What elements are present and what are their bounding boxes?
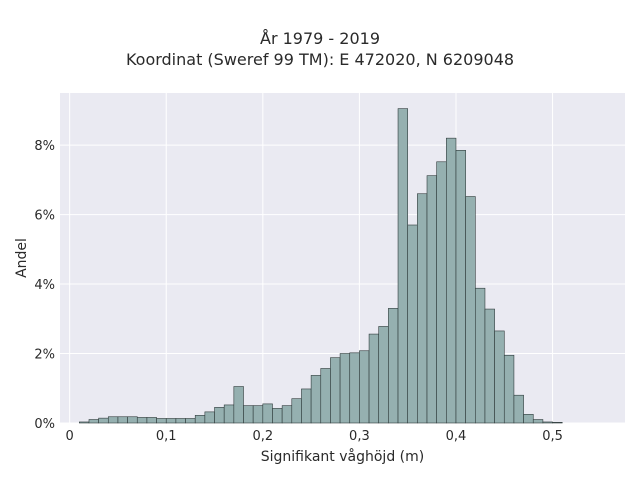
histogram-bar <box>359 350 370 424</box>
histogram-bar <box>175 418 186 424</box>
histogram-bar <box>474 287 486 424</box>
histogram-bar <box>349 352 360 424</box>
histogram-bar <box>368 333 380 424</box>
x-tick-label: 0,1 <box>156 429 177 444</box>
x-axis-ticks: 0 0,1 0,2 0,3 0,4 0,5 <box>66 429 563 444</box>
histogram-bar <box>503 354 515 424</box>
histogram-bar <box>262 403 273 424</box>
histogram-bar <box>223 404 235 424</box>
histogram-bar <box>204 411 215 424</box>
y-axis-label: Andel <box>14 238 30 278</box>
histogram-bar <box>185 418 196 424</box>
histogram-bar <box>233 386 244 424</box>
histogram-bar <box>436 161 447 424</box>
histogram-bars <box>79 108 563 424</box>
histogram-bar <box>320 368 331 424</box>
histogram-bar <box>243 405 254 424</box>
chart-title: År 1979 - 2019 <box>260 29 380 48</box>
y-tick-label: 4% <box>34 278 55 293</box>
histogram-bar <box>310 375 322 424</box>
histogram-bar <box>194 415 206 424</box>
histogram-bar <box>378 326 389 424</box>
histogram-bar <box>417 193 428 424</box>
histogram-bar <box>426 175 437 424</box>
histogram-bar <box>552 422 563 424</box>
histogram-bar <box>455 150 466 424</box>
x-tick-label: 0,3 <box>349 429 370 444</box>
histogram-bar <box>339 353 351 424</box>
x-tick-label: 0,2 <box>252 429 273 444</box>
histogram-bar <box>146 417 157 424</box>
histogram-bar <box>107 416 119 424</box>
histogram-bar <box>214 407 225 424</box>
y-tick-label: 0% <box>34 417 55 432</box>
histogram-bar <box>532 419 544 424</box>
histogram-bar <box>98 417 109 424</box>
x-tick-label: 0,4 <box>446 429 467 444</box>
histogram-bar <box>301 388 312 424</box>
histogram-bar <box>252 405 264 424</box>
histogram-bar <box>291 398 302 424</box>
histogram-bar <box>330 357 341 424</box>
histogram-bar <box>127 416 138 424</box>
histogram-bar <box>88 419 99 424</box>
x-tick-label: 0 <box>66 429 74 444</box>
x-tick-label: 0,5 <box>542 429 563 444</box>
histogram-bar <box>388 308 399 424</box>
histogram-bar <box>79 421 90 424</box>
histogram-bar <box>165 418 177 424</box>
histogram-bar <box>494 330 505 424</box>
chart-subtitle: Koordinat (Sweref 99 TM): E 472020, N 62… <box>125 50 515 69</box>
histogram-bar <box>484 308 495 424</box>
y-axis-ticks: 0% 2% 4% 6% 8% <box>34 139 55 432</box>
histogram-bar <box>397 108 408 424</box>
histogram-bar <box>523 414 534 424</box>
y-tick-label: 6% <box>34 209 55 224</box>
histogram-bar <box>465 196 476 424</box>
histogram-bar <box>156 418 167 424</box>
histogram-bar <box>272 408 283 424</box>
y-tick-label: 2% <box>34 348 55 363</box>
histogram-bar <box>407 224 418 424</box>
histogram-bar <box>446 137 457 424</box>
y-tick-label: 8% <box>34 139 55 154</box>
histogram-bar <box>513 394 524 424</box>
histogram-bar <box>117 416 128 424</box>
histogram-bar <box>542 421 553 424</box>
histogram-bar <box>136 417 148 424</box>
histogram-bar <box>281 405 293 424</box>
x-axis-label: Signifikant våghöjd (m) <box>261 448 424 465</box>
